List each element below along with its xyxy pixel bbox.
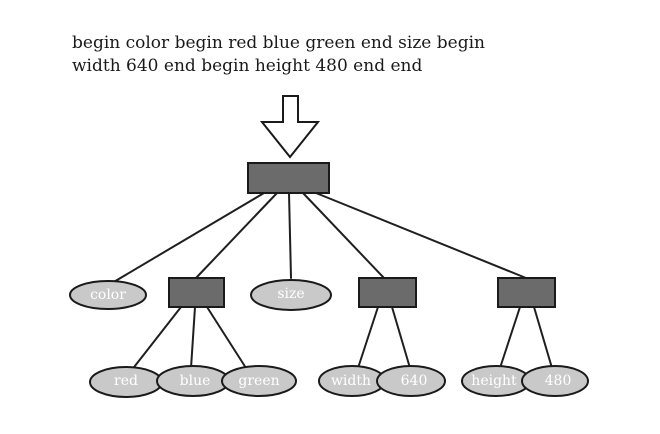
node-480-label: 480 [545,373,572,389]
token-sequence-line-1: begin color begin red blue green end siz… [72,33,485,53]
edge-group3-height [499,306,521,369]
edge-root-group2 [302,192,385,279]
edge-root-size [288,192,292,279]
node-color [69,280,147,310]
node-red-label: red [114,373,138,389]
root-node [247,162,330,194]
child-edges [130,306,553,372]
root-edges [111,192,527,284]
node-480 [521,365,589,397]
edge-group2-640 [391,306,411,369]
node-width-label: width [331,373,371,389]
node-size [250,279,332,311]
node-height-label: height [471,373,517,389]
node-640-label: 640 [401,373,428,389]
edge-group3-480 [533,306,553,369]
node-size-label: size [277,286,304,302]
edge-group1-green [206,306,247,369]
node-group-height [497,277,556,308]
node-green-label: green [238,373,279,389]
node-group-color [168,277,225,308]
edge-root-color [111,192,265,284]
edge-root-group3 [315,192,527,279]
token-sequence-line-2: width 640 end begin height 480 end end [72,56,423,76]
edge-group2-width [357,306,379,369]
node-group-width [358,277,417,308]
down-arrow-icon [259,95,321,159]
token-sequence-text: begin color begin red blue green end siz… [72,32,632,78]
edge-root-group1 [195,192,278,279]
edge-group1-blue [190,306,196,369]
node-color-label: color [90,287,126,303]
edge-group1-red [130,306,182,372]
node-green [221,365,297,397]
node-640 [376,365,446,397]
node-blue-label: blue [180,373,211,389]
